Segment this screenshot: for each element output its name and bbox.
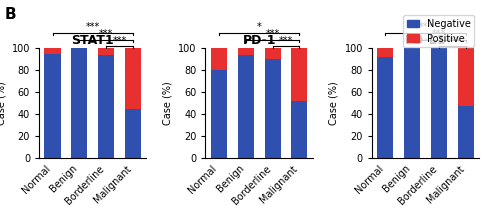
Bar (210, 48, 226, 70)
Bar (264, 48, 280, 59)
Bar (430, 48, 446, 158)
Bar (44, 54, 61, 158)
Legend: Negative, Positive: Negative, Positive (403, 15, 473, 47)
Bar (264, 59, 280, 158)
Title: PD-L1: PD-L1 (404, 34, 446, 47)
Bar (291, 48, 307, 101)
Bar (291, 101, 307, 158)
Text: B: B (5, 7, 17, 22)
Bar (403, 48, 419, 158)
Bar (125, 48, 141, 109)
Text: ***: *** (445, 36, 459, 46)
Text: ***: *** (265, 29, 279, 39)
Bar (98, 48, 114, 55)
Text: *: * (256, 22, 261, 32)
Y-axis label: Case (%): Case (%) (162, 82, 172, 125)
Title: PD-1: PD-1 (242, 34, 275, 47)
Bar (237, 55, 253, 158)
Bar (376, 48, 392, 57)
Bar (376, 57, 392, 158)
Y-axis label: Case (%): Case (%) (328, 82, 338, 125)
Text: ***: *** (418, 22, 432, 32)
Bar (98, 55, 114, 158)
Bar (210, 70, 226, 158)
Bar (457, 106, 473, 158)
Text: ***: *** (112, 36, 126, 46)
Text: ***: *** (99, 29, 113, 39)
Title: STAT1: STAT1 (71, 34, 114, 47)
Text: ***: *** (278, 36, 292, 46)
Text: ***: *** (431, 29, 445, 39)
Bar (71, 48, 87, 158)
Bar (125, 109, 141, 158)
Bar (237, 48, 253, 55)
Y-axis label: Case (%): Case (%) (0, 82, 6, 125)
Text: ***: *** (85, 22, 100, 32)
Bar (457, 48, 473, 106)
Bar (44, 48, 61, 54)
